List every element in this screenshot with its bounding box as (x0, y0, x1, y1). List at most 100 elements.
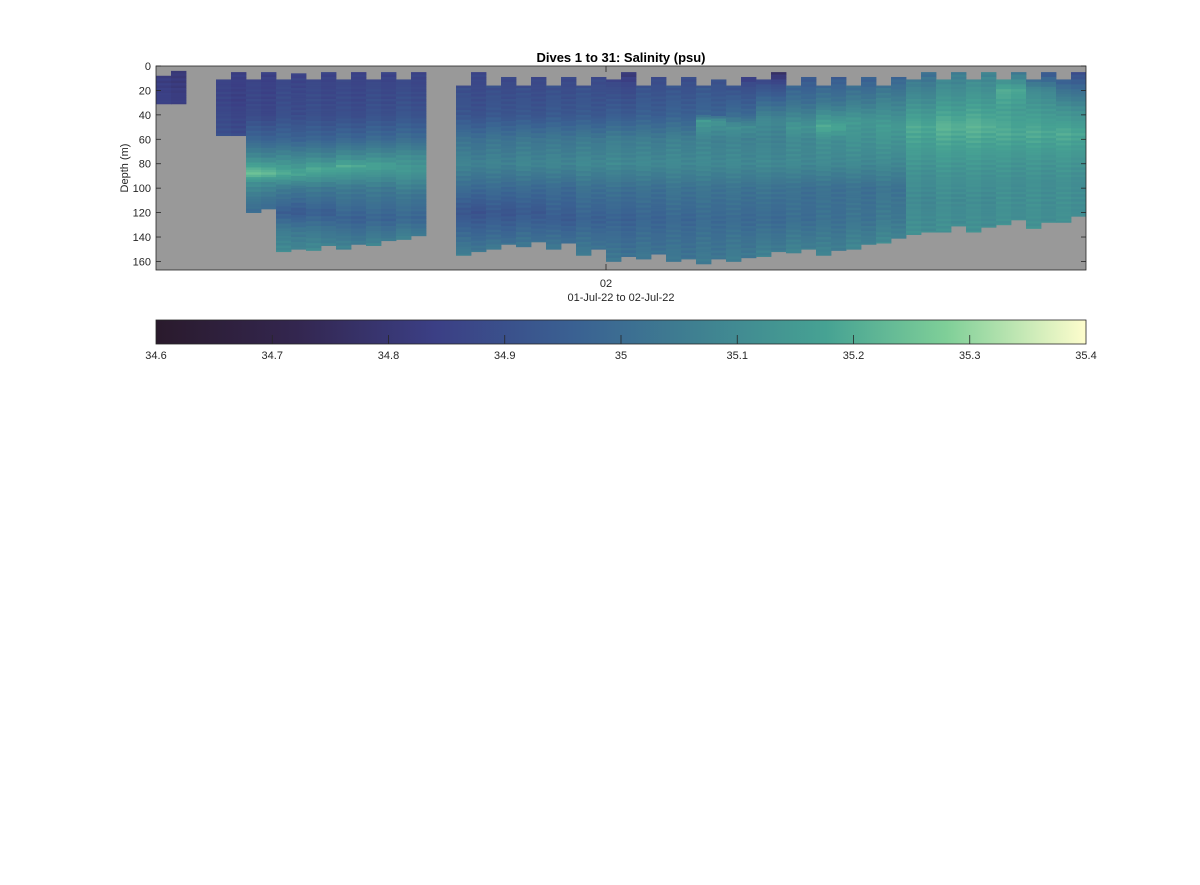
heatmap-cell (1011, 123, 1027, 127)
heatmap-cell (366, 160, 382, 163)
heatmap-cell (726, 85, 742, 89)
heatmap-cell (711, 138, 727, 141)
heatmap-cell (276, 186, 292, 190)
heatmap-cell (861, 218, 877, 222)
heatmap-cell (816, 193, 832, 196)
heatmap-cell (276, 160, 292, 163)
heatmap-cell (891, 86, 907, 90)
heatmap-cell (696, 151, 712, 155)
heatmap-cell (1071, 164, 1086, 168)
heatmap-cell (666, 234, 682, 238)
heatmap-cell (546, 207, 562, 211)
heatmap-cell (756, 226, 772, 229)
heatmap-cell (396, 233, 412, 237)
heatmap-cell (531, 186, 547, 190)
heatmap-cell (681, 128, 697, 132)
heatmap-cell (486, 205, 502, 209)
heatmap-cell (921, 74, 937, 78)
heatmap-cell (966, 106, 982, 110)
heatmap-cell (861, 79, 877, 83)
colorbar-tick-label: 35 (615, 350, 627, 362)
heatmap-cell (291, 241, 307, 245)
heatmap-cell (711, 213, 727, 217)
heatmap-cell (906, 130, 922, 134)
heatmap-cell (831, 89, 847, 93)
heatmap-cell (861, 103, 877, 107)
heatmap-cell (366, 238, 382, 242)
heatmap-cell (231, 74, 247, 78)
heatmap-cell (681, 211, 697, 215)
heatmap-cell (636, 119, 652, 123)
heatmap-cell (576, 105, 592, 108)
heatmap-cell (696, 131, 712, 135)
heatmap-cell (321, 213, 337, 217)
heatmap-cell (456, 239, 472, 243)
heatmap-cell (531, 182, 547, 185)
heatmap-cell (906, 228, 922, 232)
heatmap-cell (846, 141, 862, 145)
heatmap-cell (531, 111, 547, 115)
heatmap-cell (576, 215, 592, 218)
heatmap-cell (816, 185, 832, 189)
heatmap-cell (531, 160, 547, 163)
heatmap-cell (336, 145, 352, 149)
heatmap-cell (621, 142, 637, 146)
heatmap-cell (741, 186, 757, 190)
heatmap-cell (996, 186, 1012, 190)
heatmap-cell (411, 98, 427, 102)
heatmap-cell (336, 101, 352, 105)
heatmap-cell (681, 194, 697, 198)
heatmap-cell (396, 179, 412, 183)
heatmap-cell (606, 167, 622, 171)
heatmap-cell (411, 174, 427, 178)
heatmap-cell (456, 173, 472, 177)
heatmap-cell (666, 197, 682, 201)
heatmap-cell (756, 101, 772, 105)
heatmap-cell (1056, 206, 1072, 210)
heatmap-cell (291, 136, 307, 140)
heatmap-cell (351, 235, 367, 239)
heatmap-cell (876, 151, 892, 155)
heatmap-cell (711, 135, 727, 139)
heatmap-cell (891, 233, 907, 237)
heatmap-cell (381, 133, 397, 137)
heatmap-cell (501, 167, 517, 171)
heatmap-cell (336, 142, 352, 146)
heatmap-cell (306, 118, 322, 122)
heatmap-cell (801, 123, 817, 127)
heatmap-cell (1026, 145, 1042, 149)
heatmap-cell (321, 147, 337, 151)
heatmap-cell (606, 186, 622, 190)
heatmap-cell (321, 120, 337, 124)
heatmap-cell (756, 167, 772, 171)
heatmap-cell (471, 101, 487, 105)
heatmap-cell (471, 160, 487, 163)
heatmap-cell (276, 125, 292, 129)
heatmap-cell (501, 208, 517, 212)
heatmap-cell (786, 87, 802, 91)
heatmap-cell (681, 152, 697, 156)
heatmap-cell (516, 234, 532, 238)
heatmap-cell (246, 174, 262, 178)
heatmap-cell (306, 157, 322, 161)
heatmap-cell (1071, 157, 1086, 161)
heatmap-cell (861, 201, 877, 205)
heatmap-cell (621, 138, 637, 141)
heatmap-cell (876, 224, 892, 228)
heatmap-cell (891, 223, 907, 227)
heatmap-cell (501, 125, 517, 129)
heatmap-cell (816, 151, 832, 155)
heatmap-cell (276, 147, 292, 151)
heatmap-cell (1056, 216, 1072, 220)
heatmap-cell (696, 163, 712, 167)
heatmap-cell (996, 145, 1012, 149)
heatmap-cell (366, 89, 382, 93)
heatmap-cell (1056, 140, 1072, 144)
heatmap-cell (651, 81, 667, 85)
heatmap-cell (801, 79, 817, 83)
heatmap-cell (561, 235, 577, 239)
heatmap-cell (246, 84, 262, 88)
heatmap-cell (456, 237, 472, 240)
heatmap-cell (576, 175, 592, 179)
heatmap-cell (366, 196, 382, 200)
